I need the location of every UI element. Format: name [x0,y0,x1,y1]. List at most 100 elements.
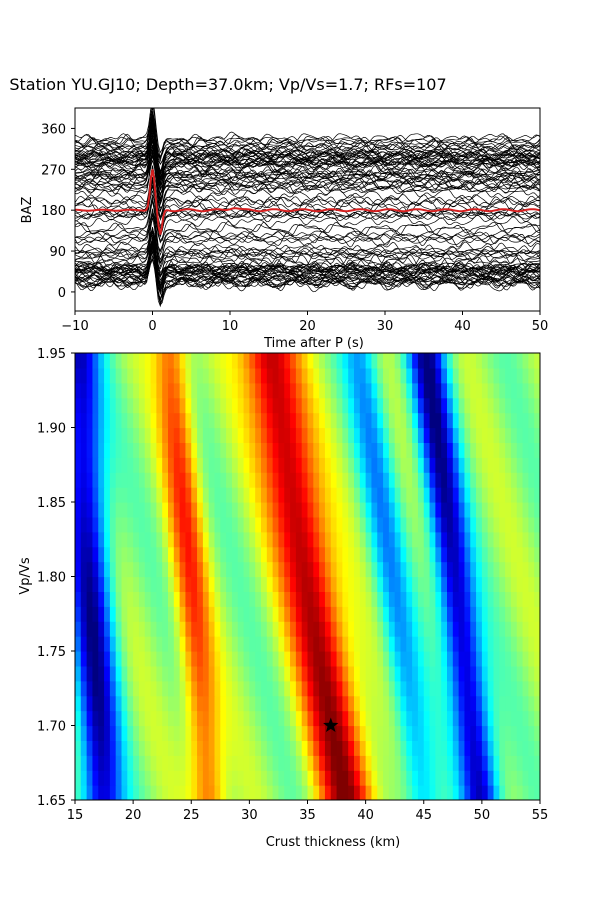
hk-cell [121,665,128,682]
hk-cell [499,561,506,578]
hk-cell [249,427,256,443]
rf-traces [75,108,540,308]
hk-cell [423,353,431,369]
hk-cell [290,382,297,399]
hk-cell [202,546,210,563]
hk-cell [133,516,140,533]
hk-x-tick-label: 35 [299,808,316,823]
hk-cell [505,353,512,369]
hk-cell [336,427,343,443]
hk-cell [156,516,163,533]
hk-cell [481,710,489,727]
hk-cell [510,353,518,369]
hk-cell [342,755,349,771]
hk-cell [144,621,152,637]
hk-cell [452,665,460,682]
hk-cell [383,546,390,563]
hk-cell [336,591,343,607]
hk-cell [156,770,163,786]
hk-cell [272,710,280,727]
hk-cell [406,457,413,473]
hk-cell [138,665,146,682]
hk-cell [104,502,111,518]
hk-cell [481,502,489,518]
hk-cell [168,427,175,443]
hk-cell [429,412,436,429]
hk-cell [98,546,105,563]
hk-cell [313,353,320,369]
hk-cell [284,472,291,488]
hk-cell [179,502,187,518]
hk-cell [377,531,384,548]
hk-cell [168,502,175,518]
hk-cell [115,502,123,518]
hk-cell [197,785,204,800]
hk-cell [458,785,466,800]
hk-cell [476,695,483,712]
hk-cell [534,397,540,414]
hk-cell [185,621,192,637]
hk-cell [336,561,343,578]
hk-cell [92,502,99,518]
hk-cell [191,502,198,518]
hk-cell [510,472,518,488]
hk-cell [208,487,216,503]
hk-cell [243,516,250,533]
hk-cell [342,516,349,533]
hk-cell [388,636,396,652]
hk-cell [505,695,512,712]
hk-cell [261,785,268,800]
hk-cell [412,502,419,518]
hk-cell [481,695,489,712]
hk-cell [324,636,332,652]
hk-cell [319,591,326,607]
hk-cell [168,591,175,607]
hk-cell [173,695,181,712]
hk-cell [278,576,285,592]
rf-trace [75,154,540,200]
hk-cell [435,412,442,429]
hk-cell [412,770,419,786]
hk-cell [336,636,343,652]
hk-cell [505,770,512,786]
hk-cell [377,472,384,488]
hk-cell [319,680,326,697]
hk-cell [278,367,285,384]
hk-cell [383,695,390,712]
hk-cell [406,665,413,682]
hk-cell [359,472,367,488]
rf-trace [75,108,540,181]
hk-cell [243,457,250,473]
hk-cell [499,695,506,712]
hk-cell [249,710,256,727]
hk-cell [86,740,94,756]
hk-cell [75,397,82,414]
hk-cell [150,740,157,756]
hk-cell [255,412,262,429]
hk-cell [115,397,123,414]
hk-cell [86,353,94,369]
hk-cell [319,457,326,473]
hk-cell [220,755,227,771]
hk-cell [452,770,460,786]
hk-cell [214,487,221,503]
hk-cell [127,725,134,741]
hk-cell [516,695,524,712]
hk-cell [162,516,169,533]
hk-cell [441,502,448,518]
hk-cell [441,725,448,741]
hk-cell [487,740,495,756]
hk-cell [481,353,489,369]
hk-cell [138,546,146,563]
hk-cell [348,606,355,622]
hk-cell [522,576,529,592]
hk-cell [197,397,204,414]
hk-cell [226,457,233,473]
hk-cell [499,725,506,741]
hk-cell [336,755,343,771]
hk-cell [516,591,524,607]
hk-cell [231,367,239,384]
hk-cell [522,695,529,712]
hk-cell [342,680,349,697]
hk-cell [179,755,187,771]
